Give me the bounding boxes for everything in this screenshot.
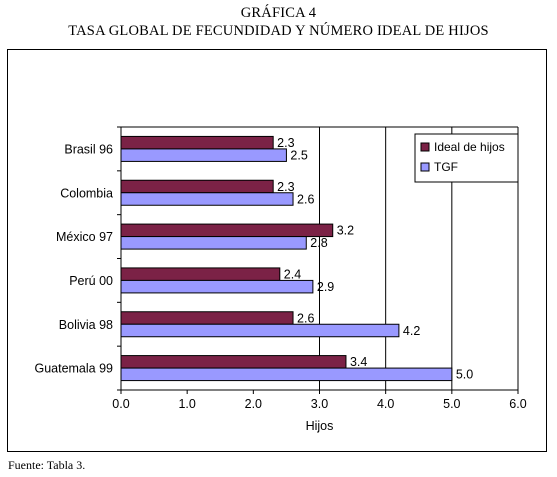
bar-tgf xyxy=(120,192,294,206)
legend-label-tgf: TGF xyxy=(434,160,458,174)
x-tick-label: 0.0 xyxy=(112,397,129,411)
bar-tgf xyxy=(120,236,307,250)
x-tick-label: 4.0 xyxy=(377,397,394,411)
bar-ideal xyxy=(120,311,294,325)
bar-tgf xyxy=(120,148,287,162)
data-label-tgf: 2.6 xyxy=(297,192,314,206)
x-tick-label: 6.0 xyxy=(509,397,526,411)
data-label-ideal: 2.3 xyxy=(277,136,294,150)
figure-title: TASA GLOBAL DE FECUNDIDAD Y NÚMERO IDEAL… xyxy=(68,23,489,39)
data-label-tgf: 5.0 xyxy=(456,368,473,382)
bar-ideal xyxy=(120,267,281,281)
x-tick-label: 5.0 xyxy=(443,397,460,411)
figure-label: GRÁFICA 4 xyxy=(240,5,317,21)
bar-ideal xyxy=(120,223,334,238)
x-tick-label: 3.0 xyxy=(311,397,328,411)
legend-box xyxy=(414,133,519,183)
category-label: Perú 00 xyxy=(69,274,113,288)
data-label-ideal: 2.3 xyxy=(277,180,294,194)
bar-ideal xyxy=(120,179,274,194)
bar-ideal xyxy=(120,135,274,150)
source-note: Fuente: Tabla 3. xyxy=(8,458,86,472)
category-label: Bolivia 98 xyxy=(59,318,113,332)
bar-tgf xyxy=(120,367,453,382)
category-label: Brasil 96 xyxy=(64,142,113,156)
bar-ideal xyxy=(120,355,347,369)
legend-swatch-tgf xyxy=(420,162,430,172)
chart-frame: 2.3 2.5 Brasil 96 2.3 2.6 Colombia 3.2 2.8 Méxic… xyxy=(7,49,547,452)
category-label: México 97 xyxy=(56,230,113,244)
data-label-tgf: 2.5 xyxy=(290,148,307,162)
category-label: Guatemala 99 xyxy=(34,362,113,376)
category-label: Colombia xyxy=(60,186,113,200)
data-label-ideal: 2.6 xyxy=(297,311,314,325)
legend-label-ideal: Ideal de hijos xyxy=(434,140,505,154)
data-label-ideal: 3.4 xyxy=(350,355,367,369)
title-block: GRÁFICA 4 TASA GLOBAL DE FECUNDIDAD Y NÚ… xyxy=(0,4,557,40)
x-tick-label: 2.0 xyxy=(245,397,262,411)
data-label-ideal: 3.2 xyxy=(337,224,354,238)
data-label-tgf: 4.2 xyxy=(403,324,420,338)
x-axis-title: Hijos xyxy=(306,419,334,433)
data-label-tgf: 2.8 xyxy=(310,236,327,250)
bar-tgf xyxy=(120,279,314,294)
x-tick-label: 1.0 xyxy=(178,397,195,411)
data-label-ideal: 2.4 xyxy=(284,267,301,281)
data-label-tgf: 2.9 xyxy=(317,280,334,294)
bar-tgf xyxy=(120,323,400,338)
legend-swatch-ideal xyxy=(420,142,430,152)
